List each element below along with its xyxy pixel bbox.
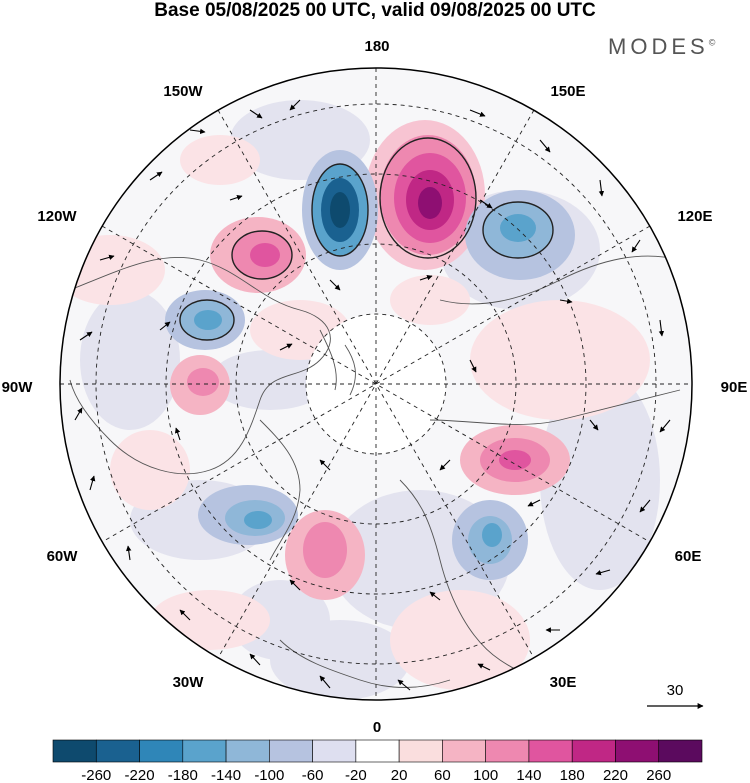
colorbar-swatch — [485, 739, 530, 763]
colorbar-tick-label: 220 — [603, 767, 628, 783]
colorbar-swatch — [398, 739, 443, 763]
lon-label-60e: 60E — [675, 548, 702, 565]
lon-label-30w: 30W — [173, 674, 205, 691]
colorbar-swatch — [658, 739, 703, 763]
lon-label-120w: 120W — [37, 208, 77, 225]
colorbar-swatch — [182, 739, 227, 763]
anomaly-positive-30w — [285, 510, 365, 600]
colorbar-tick-label: -180 — [168, 767, 198, 783]
colorbar-tick-label: 100 — [473, 767, 498, 783]
colorbar-swatch — [571, 739, 616, 763]
lon-label-180: 180 — [364, 38, 389, 55]
lon-label-90w: 90W — [2, 379, 34, 396]
colorbar: -260 -220 -180 -140 -100 -60 -20 20 60 100 140 180 2… — [52, 739, 703, 783]
colorbar-swatch — [528, 739, 573, 763]
anomaly-negative-110w — [165, 290, 245, 350]
colorbar-tick-label: 20 — [391, 767, 408, 783]
anomaly-positive-130w — [210, 217, 306, 293]
weak-positive-regions — [60, 135, 650, 690]
lon-label-120e: 120E — [677, 208, 712, 225]
colorbar-swatch — [312, 739, 357, 763]
colorbar-tick-label: -140 — [211, 767, 241, 783]
lon-label-30e: 30E — [550, 674, 577, 691]
colorbar-tick-label: -100 — [254, 767, 284, 783]
colorbar-tick-label: -220 — [125, 767, 155, 783]
anomaly-positive-90w — [170, 355, 230, 415]
colorbar-swatch — [615, 739, 660, 763]
reference-vector-label: 30 — [667, 682, 684, 699]
lon-label-60w: 60W — [47, 548, 79, 565]
colorbar-swatch — [225, 739, 270, 763]
colorbar-tick-label: -260 — [81, 767, 111, 783]
anomaly-negative-strong — [302, 150, 378, 270]
colorbar-tick-label: 180 — [560, 767, 585, 783]
colorbar-tick-label: 140 — [516, 767, 541, 783]
colorbar-tick-label: 60 — [434, 767, 451, 783]
anomaly-positive-strong — [365, 120, 485, 270]
contour-lines — [179, 137, 554, 341]
longitude-labels: 180 150E 120E 90E 60E 30E 0 30W 60W 90W … — [2, 38, 748, 736]
lon-label-150e: 150E — [550, 83, 585, 100]
anomaly-positive-70e — [460, 425, 570, 495]
colorbar-swatch — [442, 739, 486, 763]
colorbar-tick-label: -20 — [345, 767, 367, 783]
anomaly-negative-50e — [452, 500, 528, 580]
map-border — [59, 67, 693, 701]
colorbar-tick-label: -60 — [302, 767, 324, 783]
lon-label-0: 0 — [373, 719, 381, 736]
anomaly-negative-50w — [198, 485, 298, 545]
colorbar-tick-label: 260 — [646, 767, 671, 783]
colorbar-swatch — [95, 739, 140, 763]
wind-vectors — [74, 99, 671, 691]
brand-logo: MODES© — [608, 34, 716, 59]
lon-label-150w: 150W — [163, 83, 203, 100]
map-title: Base 05/08/2025 00 UTC, valid 09/08/2025… — [154, 0, 596, 21]
colorbar-swatch — [269, 739, 313, 763]
colorbar-swatch — [139, 739, 184, 763]
lon-label-90e: 90E — [721, 379, 748, 396]
colorbar-swatch — [355, 739, 400, 763]
anomaly-negative-140e — [465, 190, 575, 280]
colorbar-swatch — [52, 739, 97, 763]
reference-vector: 30 — [647, 682, 704, 709]
